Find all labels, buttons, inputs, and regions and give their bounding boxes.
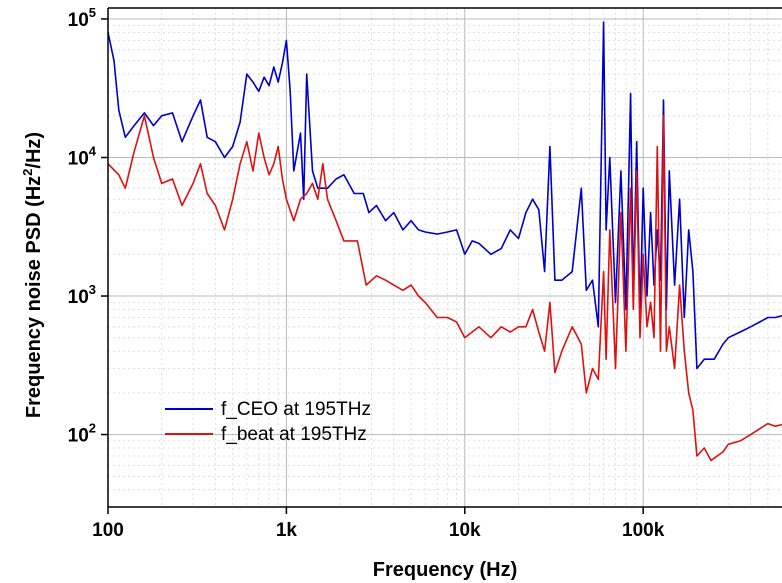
grid [108, 8, 782, 507]
y-tick-label: 105 [68, 5, 96, 31]
tick-labels: 100 1k 10k 100k 102 103 104 105 [68, 5, 665, 541]
legend: f_CEO at 195THz f_beat at 195THz [165, 399, 371, 445]
y-axis-label: Frequency noise PSD (Hz2/Hz) [20, 132, 45, 418]
legend-label: f_beat at 195THz [221, 424, 367, 445]
y-tick-label: 103 [68, 282, 96, 308]
x-tick-label: 100k [622, 520, 665, 541]
x-tick-label: 100 [92, 520, 124, 541]
y-tick-label: 102 [68, 421, 96, 447]
x-tick-label: 1k [276, 520, 298, 541]
y-tick-label: 104 [68, 144, 97, 170]
x-tick-label: 10k [449, 520, 481, 541]
series-group [108, 21, 782, 462]
x-axis-label: Frequency (Hz) [373, 559, 517, 581]
legend-label: f_CEO at 195THz [221, 399, 371, 420]
plot-frame [101, 7, 782, 514]
series-line-beat [108, 115, 782, 462]
